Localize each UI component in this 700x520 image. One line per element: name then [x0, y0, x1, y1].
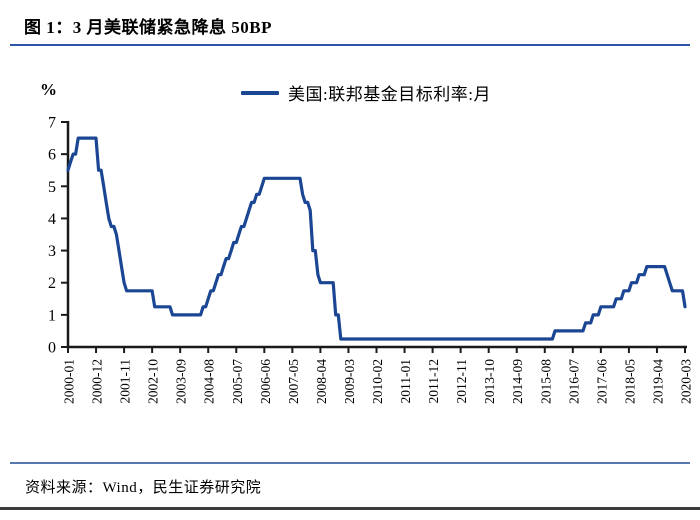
svg-text:2002-10: 2002-10	[146, 359, 161, 404]
svg-text:2011-01: 2011-01	[398, 359, 413, 404]
legend-label: 美国:联邦基金目标利率:月	[288, 85, 491, 104]
svg-text:2000-01: 2000-01	[62, 359, 77, 404]
svg-text:2009-03: 2009-03	[342, 359, 357, 404]
svg-text:2020-03: 2020-03	[679, 359, 694, 404]
svg-text:3: 3	[48, 243, 56, 260]
svg-text:2015-08: 2015-08	[538, 359, 553, 404]
svg-text:2018-05: 2018-05	[622, 359, 637, 404]
svg-text:2011-12: 2011-12	[426, 359, 441, 404]
svg-text:2008-04: 2008-04	[314, 359, 329, 404]
svg-text:2013-10: 2013-10	[482, 359, 497, 404]
svg-text:2007-05: 2007-05	[286, 359, 301, 404]
svg-text:2003-09: 2003-09	[174, 359, 189, 404]
svg-text:2: 2	[48, 275, 56, 292]
footer-divider	[10, 462, 690, 464]
legend-line-swatch	[241, 90, 280, 95]
source-note: 资料来源：Wind，民生证券研究院	[25, 480, 262, 496]
svg-text:5: 5	[48, 179, 56, 196]
svg-text:2012-11: 2012-11	[454, 359, 469, 404]
figure-title: 图 1：3 月美联储紧急降息 50BP	[24, 18, 272, 37]
bottom-border	[0, 507, 700, 510]
rate-line-chart: 0 1 2 3 4 5 6 7 2000-01 2000-12 2001-11 2002-10 2003…	[48, 115, 694, 405]
svg-text:4: 4	[48, 211, 56, 228]
y-axis-unit-label: %	[40, 80, 57, 99]
svg-text:2014-09: 2014-09	[510, 359, 525, 404]
svg-text:1: 1	[48, 307, 56, 324]
title-divider	[10, 44, 690, 46]
svg-text:7: 7	[48, 115, 56, 132]
svg-text:2001-11: 2001-11	[118, 359, 133, 404]
svg-text:2019-04: 2019-04	[650, 359, 665, 404]
svg-text:2006-06: 2006-06	[258, 359, 273, 404]
svg-text:2017-06: 2017-06	[594, 359, 609, 404]
svg-text:2005-07: 2005-07	[230, 359, 245, 404]
svg-text:2000-12: 2000-12	[90, 359, 105, 404]
svg-text:2016-07: 2016-07	[566, 359, 581, 404]
svg-text:2010-02: 2010-02	[370, 359, 385, 404]
svg-text:2004-08: 2004-08	[202, 359, 217, 404]
svg-text:6: 6	[48, 147, 56, 164]
chart-legend: 美国:联邦基金目标利率:月	[0, 80, 700, 105]
svg-text:0: 0	[48, 340, 56, 357]
